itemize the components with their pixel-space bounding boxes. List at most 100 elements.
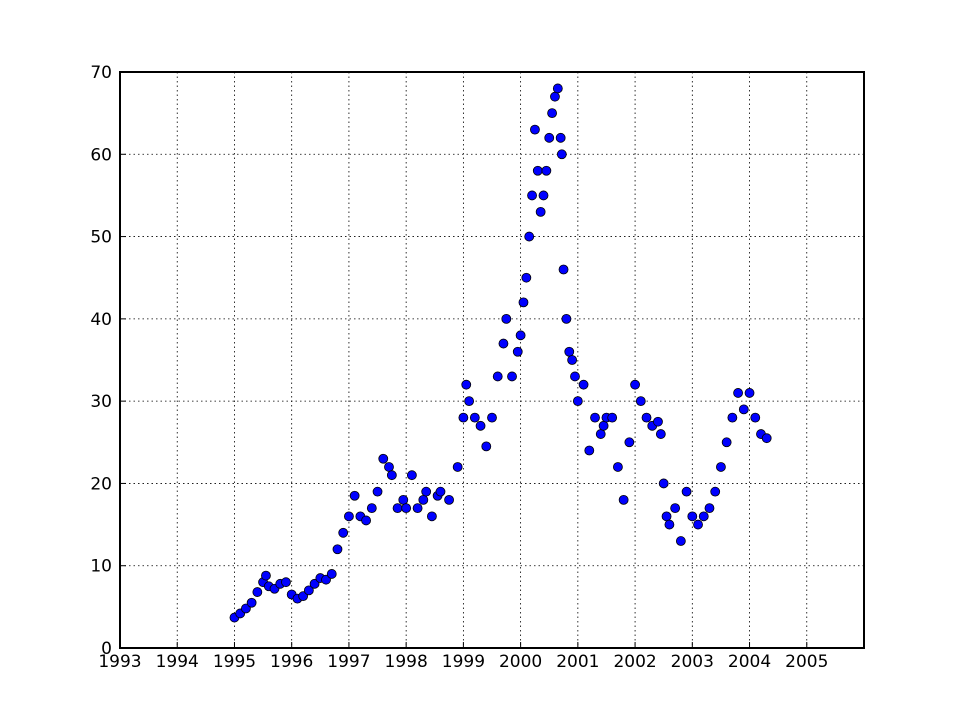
point bbox=[469, 412, 480, 423]
point bbox=[658, 478, 669, 489]
point bbox=[309, 578, 320, 589]
point bbox=[530, 124, 540, 135]
y-tick-label: 30 bbox=[90, 392, 112, 412]
point bbox=[687, 511, 698, 522]
point bbox=[361, 515, 371, 526]
point bbox=[578, 379, 589, 390]
point bbox=[550, 91, 560, 102]
point bbox=[464, 396, 475, 407]
point bbox=[670, 503, 681, 514]
point bbox=[492, 371, 503, 382]
point bbox=[721, 437, 732, 448]
point bbox=[515, 330, 526, 341]
point bbox=[607, 412, 618, 423]
x-tick-label: 1999 bbox=[442, 652, 485, 672]
point bbox=[727, 412, 738, 423]
point bbox=[561, 313, 572, 324]
point bbox=[398, 494, 409, 505]
y-tick-label: 40 bbox=[90, 310, 112, 330]
point bbox=[246, 597, 257, 608]
x-tick-label: 1998 bbox=[385, 652, 428, 672]
point bbox=[366, 503, 377, 514]
y-tick-label: 70 bbox=[90, 63, 112, 83]
point bbox=[681, 486, 692, 497]
x-tick-label: 2002 bbox=[613, 652, 656, 672]
point bbox=[653, 416, 663, 427]
point bbox=[564, 346, 575, 357]
point bbox=[595, 429, 606, 439]
point bbox=[406, 470, 417, 481]
point bbox=[744, 388, 755, 398]
y-tick-label: 60 bbox=[90, 145, 112, 165]
point bbox=[613, 462, 623, 472]
point bbox=[512, 346, 523, 357]
point bbox=[321, 574, 331, 585]
point bbox=[584, 445, 595, 456]
point bbox=[535, 206, 546, 217]
x-tick-label: 1996 bbox=[270, 652, 313, 672]
y-tick-label: 0 bbox=[101, 639, 112, 659]
point bbox=[598, 420, 609, 431]
point bbox=[326, 569, 337, 579]
point bbox=[392, 503, 403, 514]
point bbox=[298, 591, 309, 602]
point bbox=[412, 503, 423, 514]
x-tick-label: 1995 bbox=[213, 652, 256, 672]
point bbox=[761, 433, 772, 444]
point bbox=[655, 429, 666, 439]
point bbox=[624, 437, 635, 448]
point bbox=[570, 371, 580, 382]
point bbox=[693, 519, 703, 530]
point bbox=[524, 231, 535, 242]
point bbox=[401, 503, 412, 514]
point bbox=[521, 272, 532, 283]
point bbox=[641, 412, 652, 423]
x-tick-label: 1997 bbox=[327, 652, 370, 672]
point bbox=[558, 264, 569, 275]
point bbox=[716, 462, 726, 472]
point bbox=[541, 165, 552, 176]
point bbox=[544, 132, 555, 143]
point bbox=[661, 511, 672, 522]
point bbox=[372, 486, 383, 497]
point bbox=[384, 462, 394, 472]
point bbox=[547, 108, 557, 119]
point bbox=[435, 486, 446, 497]
point bbox=[733, 388, 743, 398]
y-tick-label: 10 bbox=[90, 557, 112, 577]
point bbox=[418, 494, 429, 505]
point bbox=[590, 412, 600, 423]
point bbox=[338, 527, 349, 538]
point bbox=[386, 470, 397, 481]
point bbox=[303, 585, 314, 596]
point bbox=[252, 587, 263, 597]
point bbox=[332, 544, 343, 555]
point bbox=[475, 420, 486, 431]
point bbox=[344, 511, 354, 522]
point bbox=[518, 297, 529, 308]
x-tick-label: 2004 bbox=[728, 652, 771, 672]
point bbox=[664, 519, 675, 530]
y-tick-label: 50 bbox=[90, 228, 112, 248]
point bbox=[704, 503, 715, 514]
plot-frame bbox=[119, 71, 865, 649]
point bbox=[698, 511, 709, 522]
point bbox=[567, 355, 578, 365]
x-tick-label: 2003 bbox=[671, 652, 714, 672]
point bbox=[750, 412, 761, 423]
point bbox=[532, 165, 543, 176]
point bbox=[501, 313, 512, 324]
point bbox=[461, 379, 472, 390]
x-tick-label: 2005 bbox=[785, 652, 828, 672]
point bbox=[421, 486, 432, 497]
point bbox=[498, 338, 509, 349]
point bbox=[349, 490, 360, 501]
point bbox=[458, 412, 469, 423]
point bbox=[444, 494, 454, 505]
point bbox=[481, 441, 492, 452]
point bbox=[281, 577, 291, 588]
point bbox=[378, 453, 389, 464]
point bbox=[738, 404, 749, 415]
x-tick-label: 1994 bbox=[156, 652, 199, 672]
